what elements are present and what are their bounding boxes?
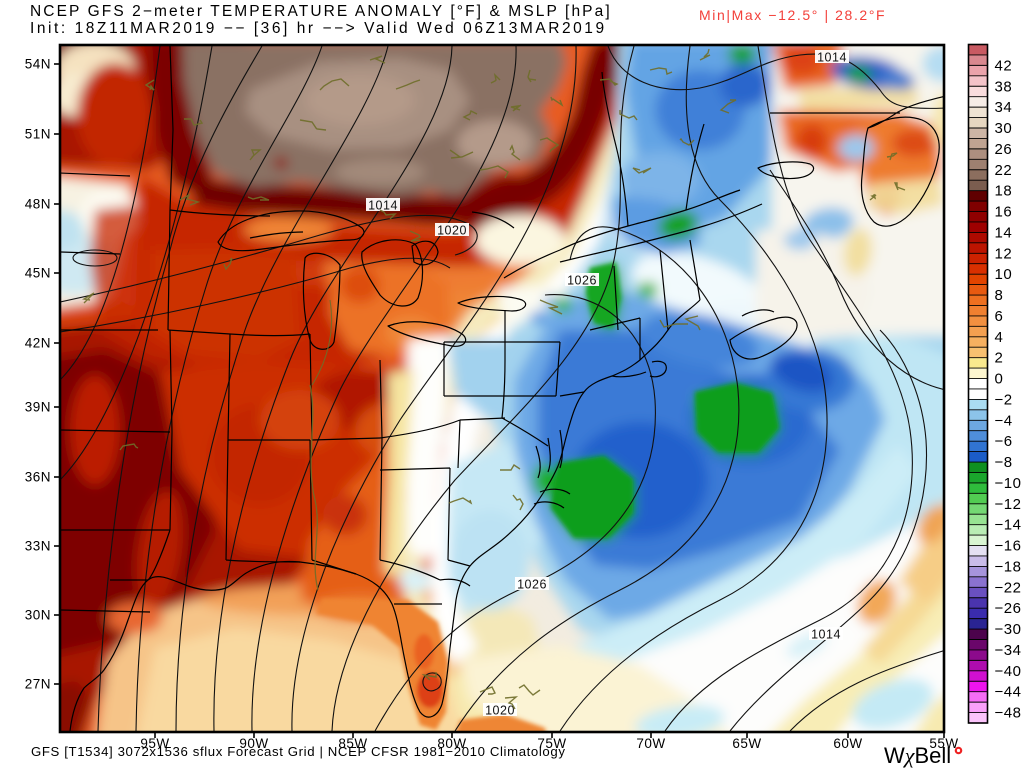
svg-text:1020: 1020 [485, 704, 515, 718]
svg-text:54N: 54N [25, 57, 51, 72]
svg-text:−4: −4 [995, 412, 1013, 429]
svg-text:GFS [T1534] 3072x1536 sflux Fo: GFS [T1534] 3072x1536 sflux Forecast Gri… [31, 744, 566, 759]
svg-text:27N: 27N [25, 677, 51, 692]
svg-text:1014: 1014 [811, 628, 841, 642]
svg-text:1026: 1026 [517, 578, 547, 592]
svg-text:33N: 33N [25, 539, 51, 554]
svg-text:55W: 55W [929, 736, 958, 751]
svg-text:10: 10 [995, 266, 1013, 283]
svg-text:70W: 70W [636, 736, 665, 751]
svg-text:−12: −12 [995, 496, 1022, 513]
svg-text:−18: −18 [995, 558, 1022, 575]
svg-text:−10: −10 [995, 475, 1022, 492]
svg-text:−6: −6 [995, 433, 1013, 450]
svg-text:−16: −16 [995, 538, 1022, 555]
svg-text:65W: 65W [732, 736, 761, 751]
svg-text:42: 42 [995, 57, 1013, 74]
svg-text:30N: 30N [25, 608, 51, 623]
svg-text:−26: −26 [995, 600, 1022, 617]
svg-text:−8: −8 [995, 454, 1013, 471]
svg-text:36N: 36N [25, 470, 51, 485]
svg-text:16: 16 [995, 204, 1013, 221]
svg-text:6: 6 [995, 308, 1004, 325]
svg-text:30: 30 [995, 120, 1013, 137]
svg-text:−44: −44 [995, 684, 1022, 701]
svg-text:Init: 18Z11MAR2019 −− [36] hr: Init: 18Z11MAR2019 −− [36] hr −−> Valid … [30, 20, 607, 37]
svg-text:WχBell: WχBell [884, 743, 951, 768]
svg-text:18: 18 [995, 183, 1013, 200]
svg-text:1026: 1026 [567, 274, 597, 288]
svg-text:22: 22 [995, 162, 1013, 179]
svg-text:85W: 85W [338, 736, 367, 751]
svg-text:NCEP GFS 2−meter TEMPERATURE A: NCEP GFS 2−meter TEMPERATURE ANOMALY [°F… [30, 3, 612, 20]
svg-text:2: 2 [995, 350, 1004, 367]
svg-text:−48: −48 [995, 705, 1022, 722]
svg-text:95W: 95W [140, 736, 169, 751]
svg-text:12: 12 [995, 245, 1013, 262]
svg-text:38: 38 [995, 78, 1013, 95]
svg-text:51N: 51N [25, 127, 51, 142]
svg-text:75W: 75W [537, 736, 566, 751]
svg-text:1020: 1020 [437, 224, 467, 238]
svg-text:80W: 80W [437, 736, 466, 751]
svg-text:26: 26 [995, 141, 1013, 158]
svg-text:4: 4 [995, 329, 1004, 346]
svg-text:−34: −34 [995, 642, 1022, 659]
svg-text:34: 34 [995, 99, 1013, 116]
svg-text:−30: −30 [995, 621, 1022, 638]
svg-text:14: 14 [995, 224, 1013, 241]
svg-text:8: 8 [995, 287, 1004, 304]
svg-text:1014: 1014 [368, 199, 398, 213]
svg-text:90W: 90W [239, 736, 268, 751]
svg-text:−22: −22 [995, 579, 1022, 596]
svg-text:45N: 45N [25, 266, 51, 281]
svg-text:−2: −2 [995, 391, 1013, 408]
svg-text:−14: −14 [995, 517, 1022, 534]
svg-text:1014: 1014 [817, 51, 847, 65]
svg-text:60W: 60W [833, 736, 862, 751]
svg-text:48N: 48N [25, 197, 51, 212]
svg-text:0: 0 [995, 371, 1004, 388]
svg-text:−40: −40 [995, 663, 1022, 680]
svg-text:39N: 39N [25, 400, 51, 415]
svg-text:42N: 42N [25, 336, 51, 351]
svg-text:Min|Max −12.5° | 28.2°F: Min|Max −12.5° | 28.2°F [699, 7, 886, 23]
